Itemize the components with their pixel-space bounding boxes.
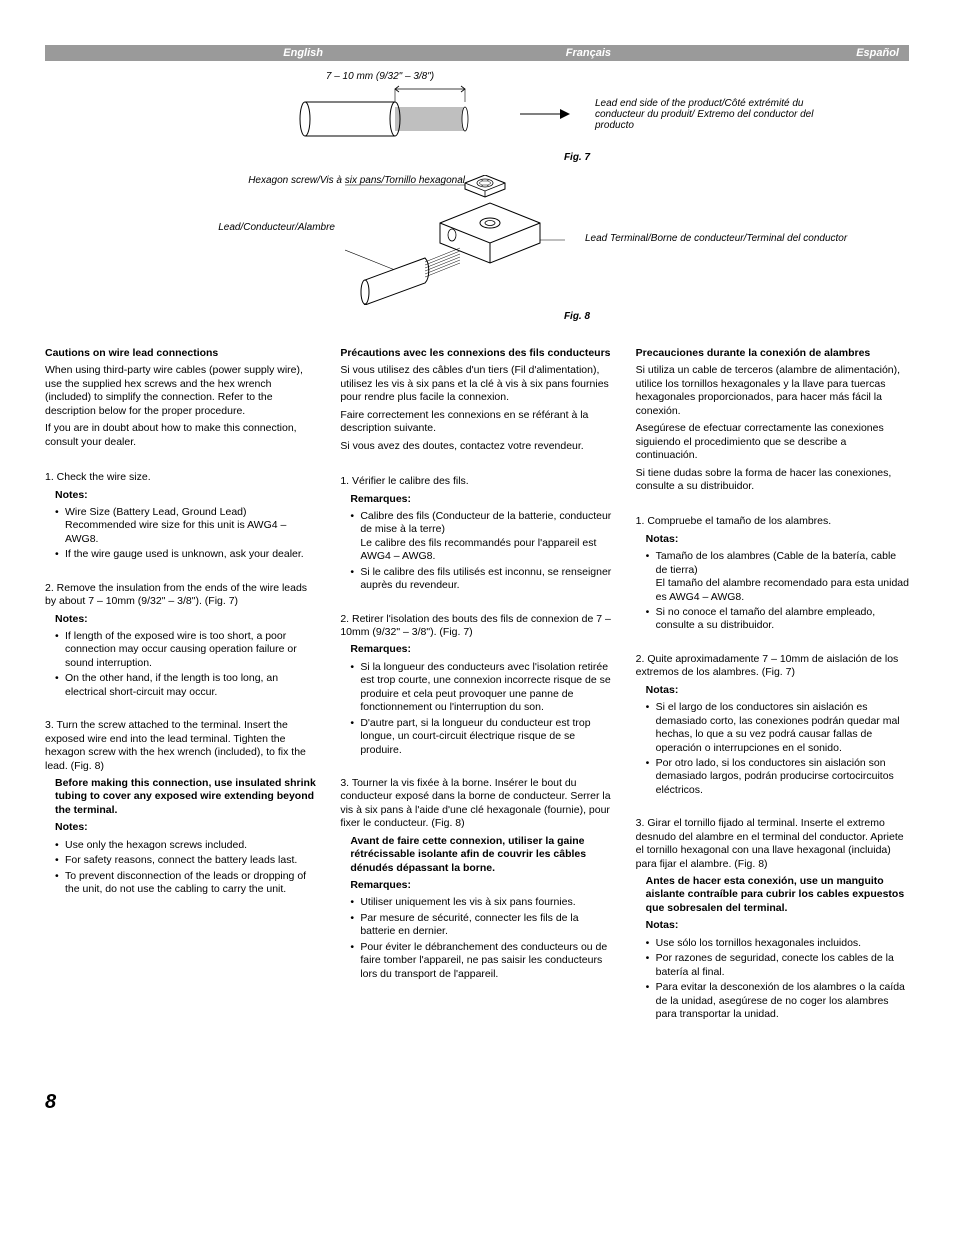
fr-step2: 2. Retirer l'isolation des bouts des fil… [340, 613, 613, 640]
fr-intro1: Si vous utilisez des câbles d'un tiers (… [340, 364, 613, 404]
fr-notes2: Remarques: [350, 643, 411, 655]
content-columns: Cautions on wire lead connections When u… [45, 347, 909, 1041]
fr-notes3: Remarques: [350, 879, 411, 891]
en-notes3: Notes: [55, 821, 88, 833]
es-intro2: Asegúrese de efectuar correctamente las … [636, 422, 909, 462]
en-s3-b2: For safety reasons, connect the battery … [55, 854, 318, 867]
fig7-dimension-label: 7 – 10 mm (9/32" – 3/8") [295, 71, 465, 82]
lang-es: Español [621, 45, 909, 61]
fr-s3-b2: Par mesure de sécurité, connecter les fi… [350, 912, 613, 939]
fig7-caption: Fig. 7 [245, 152, 909, 163]
en-notes1: Notes: [55, 489, 88, 501]
es-s3-bold: Antes de hacer esta conexión, use un man… [646, 875, 905, 914]
column-es: Precauciones durante la conexión de alam… [636, 347, 909, 1041]
en-s2-b1: If length of the exposed wire is too sho… [55, 630, 318, 670]
en-intro2: If you are in doubt about how to make th… [45, 422, 318, 449]
fig8-terminal-label: Lead Terminal/Borne de conducteur/Termin… [585, 233, 885, 244]
page-number: 8 [45, 1091, 909, 1114]
figure-7: 7 – 10 mm (9/32" – 3/8") [45, 71, 909, 163]
es-step3: 3. Girar el tornillo fijado al terminal.… [636, 817, 909, 871]
en-s3-b1: Use only the hexagon screws included. [55, 839, 318, 852]
fig7-lead-end-label: Lead end side of the product/Côté extrém… [595, 98, 815, 131]
es-s3-b1: Use sólo los tornillos hexagonales inclu… [646, 937, 909, 950]
lang-en: English [45, 45, 333, 61]
column-en: Cautions on wire lead connections When u… [45, 347, 318, 1041]
en-step3: 3. Turn the screw attached to the termin… [45, 719, 318, 773]
en-step1: 1. Check the wire size. [45, 471, 318, 484]
fig7-wire-icon [295, 84, 515, 144]
fr-s2-b2: D'autre part, si la longueur du conducte… [350, 717, 613, 757]
column-fr: Précautions avec les connexions des fils… [340, 347, 613, 1041]
es-step1: 1. Compruebe el tamaño de los alambres. [636, 515, 909, 528]
en-notes2: Notes: [55, 613, 88, 625]
es-s3-b3: Para evitar la desconexión de los alambr… [646, 981, 909, 1021]
fig8-lead-label: Lead/Conducteur/Alambre [175, 222, 335, 233]
en-s1-b1: Wire Size (Battery Lead, Ground Lead) Re… [55, 506, 318, 546]
fr-s2-b1: Si la longueur des conducteurs avec l'is… [350, 661, 613, 715]
es-notes3: Notas: [646, 919, 679, 931]
fr-s3-b3: Pour éviter le débranchement des conduct… [350, 941, 613, 981]
es-s2-b1: Si el largo de los conductores sin aisla… [646, 701, 909, 755]
es-title: Precauciones durante la conexión de alam… [636, 347, 871, 359]
en-s1-b2: If the wire gauge used is unknown, ask y… [55, 548, 318, 561]
es-s1-b1: Tamaño de los alambres (Cable de la bate… [646, 550, 909, 604]
figures: 7 – 10 mm (9/32" – 3/8") [45, 71, 909, 322]
es-step2: 2. Quite aproximadamente 7 – 10mm de ais… [636, 653, 909, 680]
fr-s1-b2: Si le calibre des fils utilisés est inco… [350, 566, 613, 593]
fr-intro3: Si vous avez des doutes, contactez votre… [340, 440, 613, 453]
es-s3-b2: Por razones de seguridad, conecte los ca… [646, 952, 909, 979]
fr-s3-bold: Avant de faire cette connexion, utiliser… [350, 835, 586, 874]
fr-s3-b1: Utiliser uniquement les vis à six pans f… [350, 896, 613, 909]
en-title: Cautions on wire lead connections [45, 347, 218, 359]
language-bar: English Français Español [45, 45, 909, 61]
lang-fr: Français [333, 45, 621, 61]
en-s3-bold: Before making this connection, use insul… [55, 777, 316, 816]
fig8-terminal-icon [345, 175, 565, 305]
fr-step1: 1. Vérifier le calibre des fils. [340, 475, 613, 488]
es-notes2: Notas: [646, 684, 679, 696]
en-s3-b3: To prevent disconnection of the leads or… [55, 870, 318, 897]
es-s2-b2: Por otro lado, si los conductores sin ai… [646, 757, 909, 797]
fr-notes1: Remarques: [350, 493, 411, 505]
fr-intro2: Faire correctement les connexions en se … [340, 409, 613, 436]
fig8-caption: Fig. 8 [245, 311, 909, 322]
es-intro1: Si utiliza un cable de terceros (alambre… [636, 364, 909, 418]
fr-title: Précautions avec les connexions des fils… [340, 347, 610, 359]
fr-s1-b1: Calibre des fils (Conducteur de la batte… [350, 510, 613, 564]
figure-8: Hexagon screw/Vis à six pans/Tornillo he… [45, 175, 909, 322]
en-step2: 2. Remove the insulation from the ends o… [45, 582, 318, 609]
fr-step3: 3. Tourner la vis fixée à la borne. Insé… [340, 777, 613, 831]
es-intro3: Si tiene dudas sobre la forma de hacer l… [636, 467, 909, 494]
en-s2-b2: On the other hand, if the length is too … [55, 672, 318, 699]
es-notes1: Notas: [646, 533, 679, 545]
en-intro1: When using third-party wire cables (powe… [45, 364, 318, 418]
es-s1-b2: Si no conoce el tamaño del alambre emple… [646, 606, 909, 633]
arrow-right-icon [515, 104, 575, 124]
